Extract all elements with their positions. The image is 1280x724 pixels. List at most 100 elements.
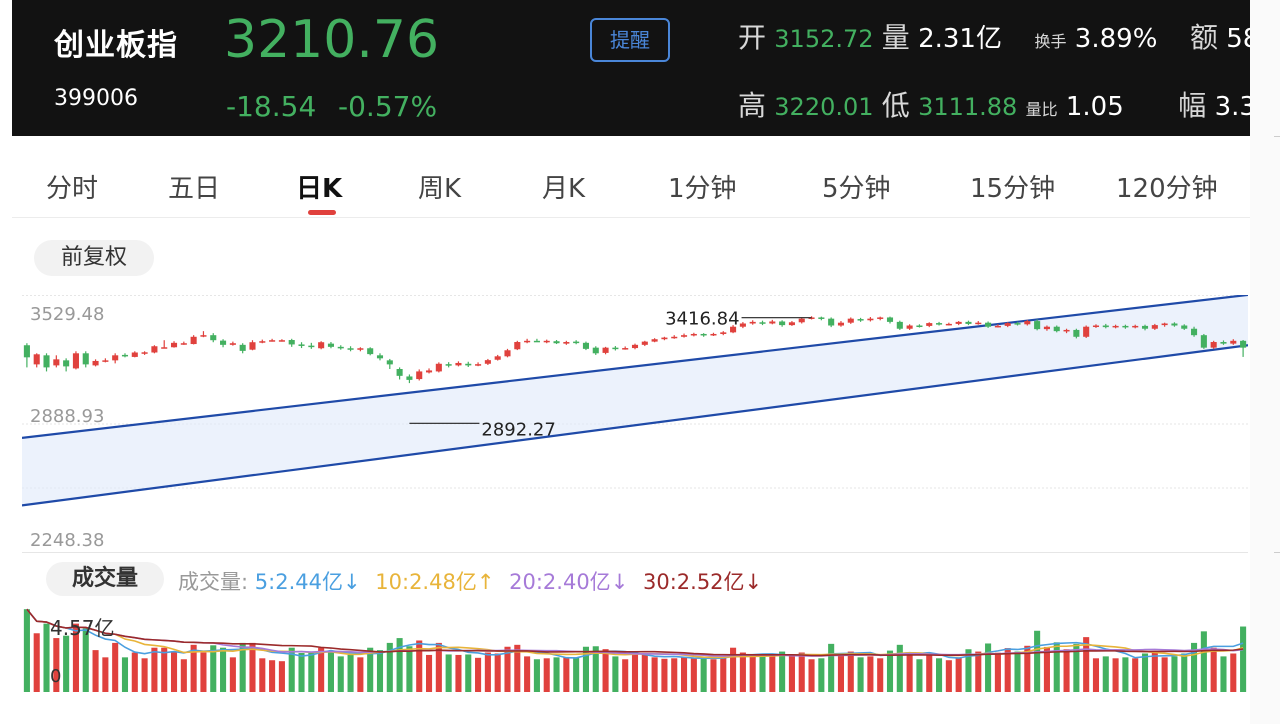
volume-bar	[1161, 657, 1168, 692]
volume-bar	[906, 653, 913, 692]
candle	[1191, 326, 1198, 337]
candle	[1034, 319, 1041, 331]
candle	[259, 339, 266, 344]
candle	[514, 340, 521, 351]
alert-button[interactable]: 提醒	[590, 18, 670, 62]
candle	[847, 317, 854, 324]
candle	[131, 351, 138, 358]
volume-bar	[475, 657, 482, 692]
candle	[63, 358, 70, 372]
tab-120min[interactable]: 120分钟	[1116, 174, 1218, 204]
volume-bar	[229, 657, 236, 692]
volume-bar	[63, 635, 70, 692]
volume-bar	[180, 659, 187, 692]
tab-5min[interactable]: 5分钟	[822, 174, 891, 204]
volume-bar	[308, 652, 315, 692]
volume-bar	[1112, 658, 1119, 692]
volume-chart[interactable]	[22, 600, 1248, 692]
volume-bar	[220, 647, 227, 692]
volume-bar	[1220, 656, 1227, 692]
volume-bar	[239, 642, 246, 692]
candle	[680, 333, 688, 338]
volume-bar	[1024, 645, 1031, 692]
volume-bar	[1200, 631, 1207, 692]
volume-bar	[916, 659, 923, 692]
candle	[602, 346, 609, 355]
volume-bar	[425, 654, 433, 692]
candle	[1210, 340, 1217, 349]
candle	[347, 346, 354, 352]
turnover-value: 3.89%	[1074, 24, 1158, 54]
volume-bar	[837, 653, 845, 692]
volume-indicator-button[interactable]: 成交量	[46, 562, 164, 596]
volume-bar	[1240, 626, 1247, 692]
candle	[926, 322, 933, 328]
volume-bar	[945, 660, 952, 692]
volume-axis-zero: 0	[50, 666, 62, 687]
volume-bar	[1171, 656, 1178, 692]
volume-bar	[661, 658, 668, 692]
volume-bar	[504, 646, 511, 692]
candle	[1230, 339, 1237, 345]
candle	[288, 338, 295, 347]
tab-weekly-k[interactable]: 周K	[418, 174, 462, 204]
volume-bar	[680, 657, 688, 692]
candle	[92, 359, 99, 367]
stats-row-2: 高 3220.01 低 3111.88 量比 1.05 幅 3.35%	[738, 84, 1250, 124]
candle	[367, 347, 374, 356]
volume-bar	[671, 658, 678, 692]
candle	[386, 358, 393, 370]
candle	[180, 341, 187, 345]
candlestick-chart[interactable]: 3416.84 2892.27	[22, 295, 1248, 553]
volume-bar	[259, 658, 266, 692]
candle	[425, 368, 433, 374]
tab-minute[interactable]: 分时	[46, 174, 99, 204]
candle	[582, 341, 590, 351]
volume-legend-label: 成交量:	[178, 570, 249, 594]
open-value: 3152.72	[774, 25, 874, 53]
tab-1min[interactable]: 1分钟	[668, 174, 737, 204]
volume-bar	[524, 656, 531, 692]
volume-bar	[886, 650, 894, 692]
candle	[945, 322, 952, 326]
tab-daily-k[interactable]: 日K	[296, 174, 343, 204]
tab-five-day[interactable]: 五日	[168, 174, 221, 204]
amplitude-label: 幅	[1178, 89, 1207, 122]
volume-bar	[1014, 651, 1021, 692]
candle	[936, 321, 943, 326]
tab-monthly-k[interactable]: 月K	[542, 174, 586, 204]
volume-bar	[465, 654, 472, 692]
volume-ma30-line	[26, 608, 1244, 657]
candle	[1141, 324, 1149, 331]
volume-bar	[249, 642, 256, 692]
active-tab-indicator	[308, 210, 336, 215]
volume-bar	[102, 657, 109, 692]
candle	[269, 338, 276, 342]
volume-bar	[543, 658, 550, 692]
volume-bar	[406, 646, 413, 692]
candle	[553, 340, 560, 345]
volume-bar	[43, 623, 50, 692]
candle	[23, 343, 30, 368]
max-annotation-label: 3416.84	[665, 309, 739, 330]
candle	[1181, 324, 1188, 330]
period-tabs: 分时 五日 日K 周K 月K 1分钟 5分钟 15分钟 120分钟 ⌄	[12, 148, 1260, 218]
candle	[435, 362, 442, 373]
vol-ma5-arrow: ↓	[342, 570, 361, 594]
volume-bar	[82, 628, 89, 692]
candle	[1220, 340, 1227, 345]
candle	[524, 338, 531, 344]
adjust-mode-button[interactable]: 前复权	[34, 240, 154, 276]
candle	[1083, 325, 1090, 338]
volume-bar	[602, 649, 609, 692]
edge-mark-bottom	[1274, 552, 1280, 553]
tab-15min[interactable]: 15分钟	[970, 174, 1056, 204]
volume-bar	[936, 658, 943, 692]
volume-bar	[318, 647, 325, 692]
candle	[210, 333, 217, 343]
candle	[985, 321, 992, 328]
volume-bar	[533, 659, 540, 692]
candle	[112, 353, 119, 364]
volume-bar	[582, 646, 590, 692]
y-tick-top: 3529.48	[30, 304, 105, 325]
